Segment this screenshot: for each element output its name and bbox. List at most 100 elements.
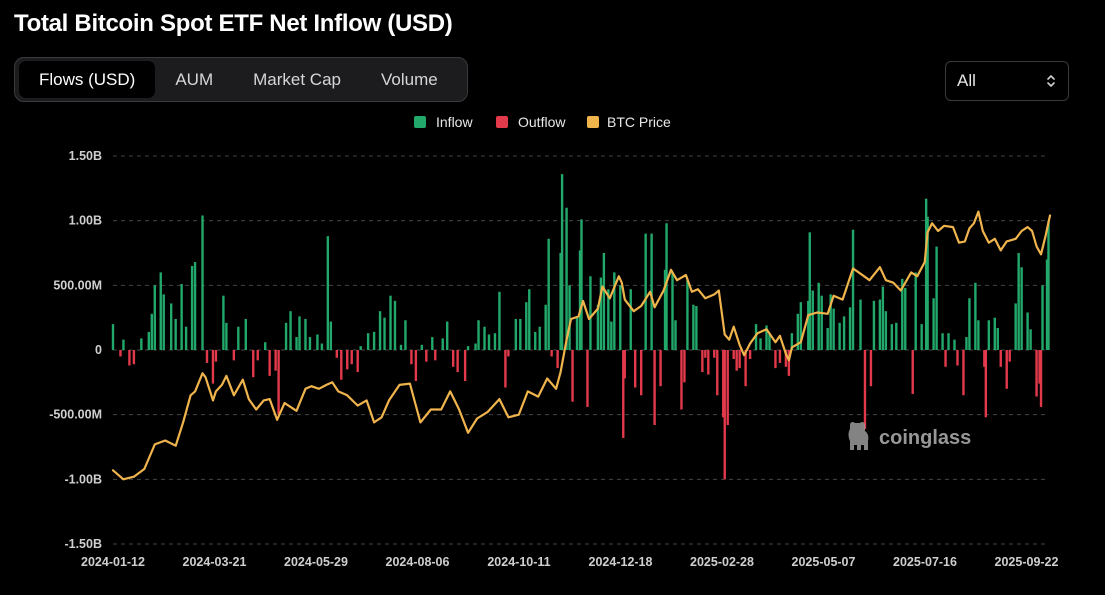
outflow-bar[interactable]	[586, 350, 589, 407]
inflow-bar[interactable]	[796, 313, 800, 350]
tab-flows[interactable]: Flows (USD)	[19, 61, 156, 98]
outflow-bar[interactable]	[738, 350, 741, 369]
inflow-bar[interactable]	[610, 321, 613, 350]
inflow-bar[interactable]	[201, 215, 204, 350]
inflow-bar[interactable]	[222, 295, 225, 350]
outflow-bar[interactable]	[256, 350, 259, 361]
inflow-bar[interactable]	[790, 333, 794, 350]
outflow-bar[interactable]	[774, 350, 777, 369]
inflow-bar[interactable]	[977, 320, 980, 350]
outflow-bar[interactable]	[911, 350, 914, 394]
inflow-bar[interactable]	[359, 346, 362, 350]
outflow-bar[interactable]	[504, 350, 507, 388]
inflow-bar[interactable]	[872, 300, 876, 350]
inflow-bar[interactable]	[665, 223, 668, 350]
inflow-bar[interactable]	[807, 300, 810, 350]
outflow-bar[interactable]	[999, 350, 1002, 367]
inflow-bar[interactable]	[174, 318, 177, 350]
inflow-bar[interactable]	[996, 328, 999, 350]
outflow-bar[interactable]	[507, 350, 510, 357]
inflow-bar[interactable]	[431, 337, 434, 350]
outflow-bar[interactable]	[211, 350, 215, 384]
outflow-bar[interactable]	[132, 350, 136, 365]
inflow-bar[interactable]	[953, 339, 956, 350]
outflow-bar[interactable]	[956, 350, 959, 366]
inflow-bar[interactable]	[559, 253, 562, 350]
inflow-bar[interactable]	[383, 317, 386, 350]
inflow-bar[interactable]	[842, 316, 846, 350]
inflow-bar[interactable]	[441, 338, 444, 350]
legend-btc-price[interactable]: BTC Price	[607, 114, 671, 130]
outflow-bar[interactable]	[623, 350, 626, 379]
tab-volume[interactable]: Volume	[381, 69, 438, 89]
inflow-bar[interactable]	[544, 304, 547, 350]
inflow-bar[interactable]	[372, 331, 376, 350]
inflow-bar[interactable]	[947, 333, 950, 350]
tab-aum[interactable]: AUM	[175, 69, 214, 89]
inflow-bar[interactable]	[926, 216, 929, 350]
inflow-bar[interactable]	[295, 337, 298, 350]
inflow-bar[interactable]	[578, 250, 582, 350]
inflow-bar[interactable]	[111, 324, 115, 350]
inflow-bar[interactable]	[483, 326, 486, 350]
inflow-bar[interactable]	[263, 342, 267, 350]
inflow-bar[interactable]	[968, 298, 971, 350]
outflow-bar[interactable]	[639, 350, 643, 396]
outflow-bar[interactable]	[456, 350, 459, 372]
inflow-bar[interactable]	[190, 265, 194, 350]
inflow-bar[interactable]	[884, 311, 888, 350]
outflow-bar[interactable]	[1005, 350, 1008, 389]
inflow-bar[interactable]	[692, 304, 695, 350]
outflow-bar[interactable]	[434, 350, 437, 361]
inflow-bar[interactable]	[817, 282, 820, 350]
outflow-bar[interactable]	[556, 350, 559, 369]
outflow-bar[interactable]	[659, 350, 662, 387]
inflow-bar[interactable]	[1029, 329, 1032, 350]
outflow-bar[interactable]	[704, 350, 707, 358]
inflow-bar[interactable]	[941, 333, 944, 350]
inflow-bar[interactable]	[663, 269, 667, 350]
outflow-bar[interactable]	[550, 350, 553, 357]
inflow-bar[interactable]	[244, 318, 247, 350]
inflow-bar[interactable]	[686, 280, 689, 350]
inflow-bar[interactable]	[674, 320, 677, 350]
inflow-bar[interactable]	[1020, 267, 1023, 350]
outflow-bar[interactable]	[869, 350, 873, 387]
range-select[interactable]: All	[945, 61, 1069, 101]
outflow-bar[interactable]	[748, 350, 752, 360]
inflow-bar[interactable]	[965, 337, 968, 350]
inflow-bar[interactable]	[904, 287, 907, 350]
inflow-bar[interactable]	[378, 311, 382, 350]
inflow-bar[interactable]	[580, 219, 583, 350]
inflow-bar[interactable]	[420, 344, 424, 350]
inflow-bar[interactable]	[519, 318, 522, 350]
inflow-bar[interactable]	[859, 299, 862, 350]
outflow-bar[interactable]	[232, 350, 236, 361]
inflow-bar[interactable]	[528, 289, 531, 350]
inflow-bar[interactable]	[1047, 220, 1050, 350]
inflow-bar[interactable]	[607, 289, 610, 350]
outflow-bar[interactable]	[451, 350, 455, 367]
inflow-bar[interactable]	[881, 286, 885, 350]
inflow-bar[interactable]	[525, 302, 528, 350]
inflow-bar[interactable]	[538, 326, 541, 350]
outflow-bar[interactable]	[735, 350, 738, 371]
outflow-bar[interactable]	[274, 350, 277, 371]
inflow-bar[interactable]	[193, 262, 197, 350]
outflow-bar[interactable]	[653, 350, 656, 426]
inflow-bar[interactable]	[153, 285, 156, 350]
inflow-bar[interactable]	[304, 318, 307, 350]
outflow-bar[interactable]	[252, 350, 255, 378]
inflow-bar[interactable]	[225, 322, 228, 350]
inflow-bar[interactable]	[799, 302, 803, 350]
outflow-bar[interactable]	[732, 350, 735, 360]
inflow-bar[interactable]	[498, 291, 501, 350]
outflow-bar[interactable]	[1035, 350, 1038, 397]
outflow-bar[interactable]	[701, 350, 704, 372]
outflow-bar[interactable]	[268, 350, 271, 376]
inflow-bar[interactable]	[284, 322, 288, 350]
inflow-bar[interactable]	[974, 282, 977, 350]
outflow-bar[interactable]	[414, 350, 418, 382]
inflow-bar[interactable]	[832, 308, 835, 350]
inflow-bar[interactable]	[890, 324, 894, 350]
